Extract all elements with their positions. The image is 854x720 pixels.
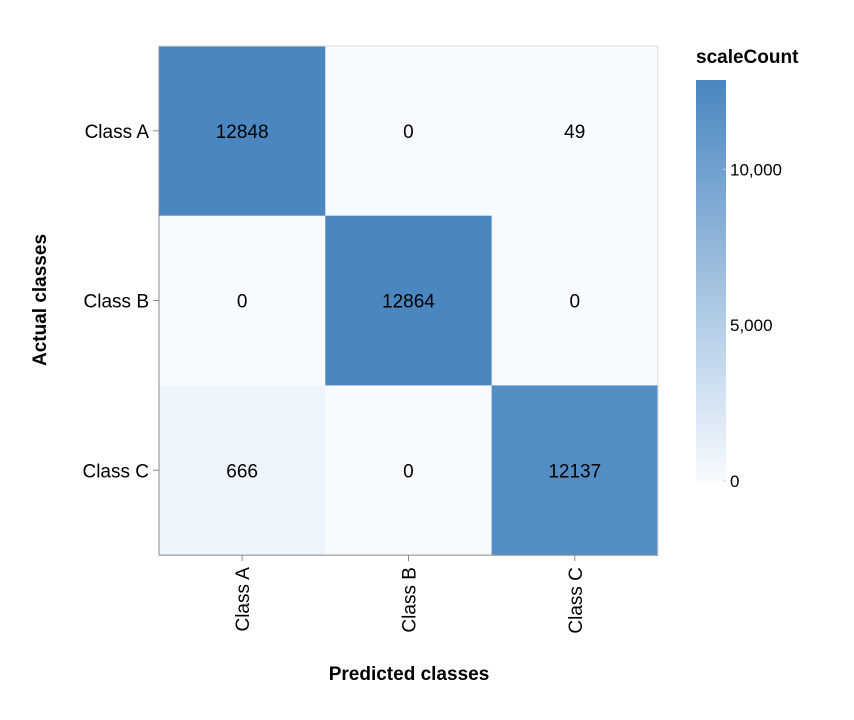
legend-tick-label: 0 — [730, 472, 739, 491]
y-tick-label: Class A — [85, 122, 150, 143]
cell-value-label: 49 — [564, 122, 585, 143]
x-tick-label: Class A — [233, 567, 254, 632]
cell-value-label: 0 — [403, 122, 414, 143]
color-legend: scaleCount 0 5,000 10,000 — [696, 47, 799, 491]
heatmap-cell — [159, 215, 326, 386]
heatmap-cell — [491, 46, 659, 217]
heatmap-cell — [325, 215, 493, 386]
heatmap-cell — [491, 385, 659, 556]
legend-gradient-bar — [696, 80, 726, 481]
cell-value-label: 12137 — [548, 461, 601, 482]
y-tick-label: Class C — [82, 461, 149, 482]
cell-value-label: 12848 — [216, 122, 269, 143]
y-axis-title: Actual classes — [30, 234, 51, 366]
heatmap-cell — [325, 46, 493, 217]
cell-value-label: 0 — [237, 292, 248, 313]
legend-title: scaleCount — [696, 47, 799, 68]
legend-ticks: 0 5,000 10,000 — [723, 160, 782, 491]
x-tick-label: Class C — [566, 567, 587, 634]
x-axis-title: Predicted classes — [329, 664, 490, 685]
x-tick-label: Class B — [399, 567, 420, 632]
legend-tick-label: 5,000 — [730, 316, 773, 335]
heatmap-cell — [491, 215, 659, 386]
heatmap-cell — [159, 46, 326, 217]
axes: Class A Class B Class C Class A Class B Class… — [82, 45, 659, 634]
y-tick-label: Class B — [84, 292, 149, 313]
legend-tick-label: 10,000 — [730, 160, 782, 179]
heatmap-cells: 12848 0 49 0 12864 0 666 0 12137 — [159, 46, 659, 556]
cell-value-label: 666 — [226, 461, 258, 482]
cell-value-label: 12864 — [382, 292, 435, 313]
heatmap-cell — [325, 385, 493, 556]
cell-value-label: 0 — [403, 461, 414, 482]
heatmap-cell — [159, 385, 326, 556]
cell-value-label: 0 — [569, 292, 580, 313]
